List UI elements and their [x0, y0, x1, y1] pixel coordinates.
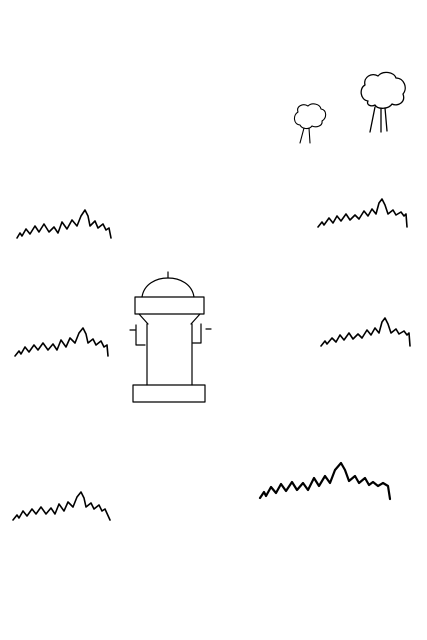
grass-tuft-3	[14, 327, 109, 357]
grass-icon	[258, 461, 392, 501]
fire-hydrant-icon	[129, 271, 212, 403]
grass-tuft-2	[317, 198, 408, 228]
tree-icon	[293, 103, 327, 144]
grass-icon	[317, 198, 408, 228]
grass-tuft-6	[258, 461, 392, 501]
grass-icon	[12, 491, 111, 521]
grass-icon	[14, 327, 109, 357]
tree-large	[360, 71, 406, 133]
grass-tuft-1	[16, 209, 112, 239]
grass-tuft-4	[320, 317, 411, 347]
grass-icon	[320, 317, 411, 347]
tree-small	[293, 103, 327, 144]
grass-tuft-5	[12, 491, 111, 521]
grass-icon	[16, 209, 112, 239]
tree-icon	[360, 71, 406, 133]
fire-hydrant	[129, 271, 212, 403]
